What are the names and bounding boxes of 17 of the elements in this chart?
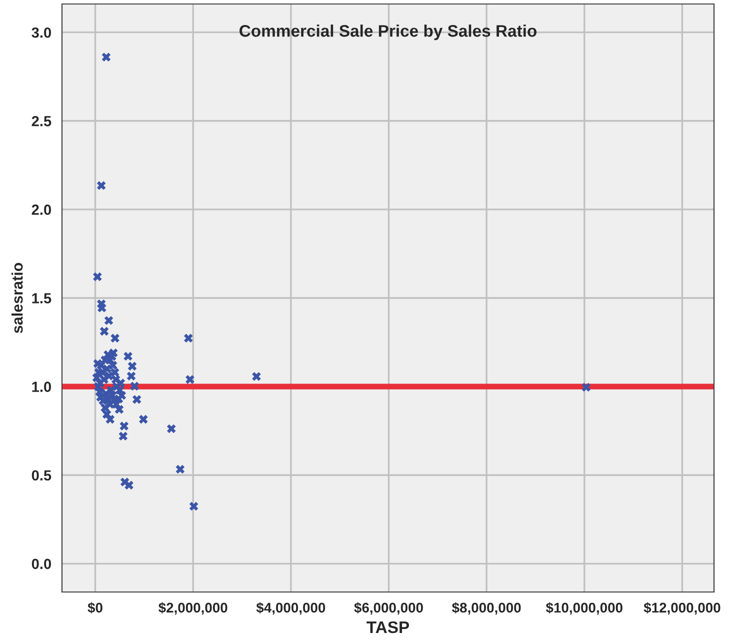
x-tick-label: $4,000,000: [256, 602, 326, 615]
x-axis-title: TASP: [366, 621, 410, 634]
x-tick-label: $10,000,000: [546, 602, 622, 615]
x-tick-label: $2,000,000: [158, 602, 228, 615]
x-tick-label: $8,000,000: [452, 602, 521, 615]
y-tick-label: 0.5: [32, 470, 52, 481]
y-tick-label: 1.0: [32, 382, 51, 392]
text: Commercial Sale Price by Sales Ratio: [240, 24, 536, 40]
x-tick-label: $12,000,000: [644, 602, 720, 615]
y-axis-title: salesratio: [12, 262, 23, 334]
x-tick-label: $6,000,000: [354, 602, 423, 615]
y-tick-label: 2.5: [32, 116, 52, 126]
y-tick-label: 3.0: [32, 27, 51, 38]
x-tick-label: $0: [88, 602, 102, 614]
y-tick-label: 0.0: [32, 558, 51, 570]
y-tick-label: 1.5: [32, 293, 52, 304]
y-tick-label: 2.0: [32, 204, 51, 215]
